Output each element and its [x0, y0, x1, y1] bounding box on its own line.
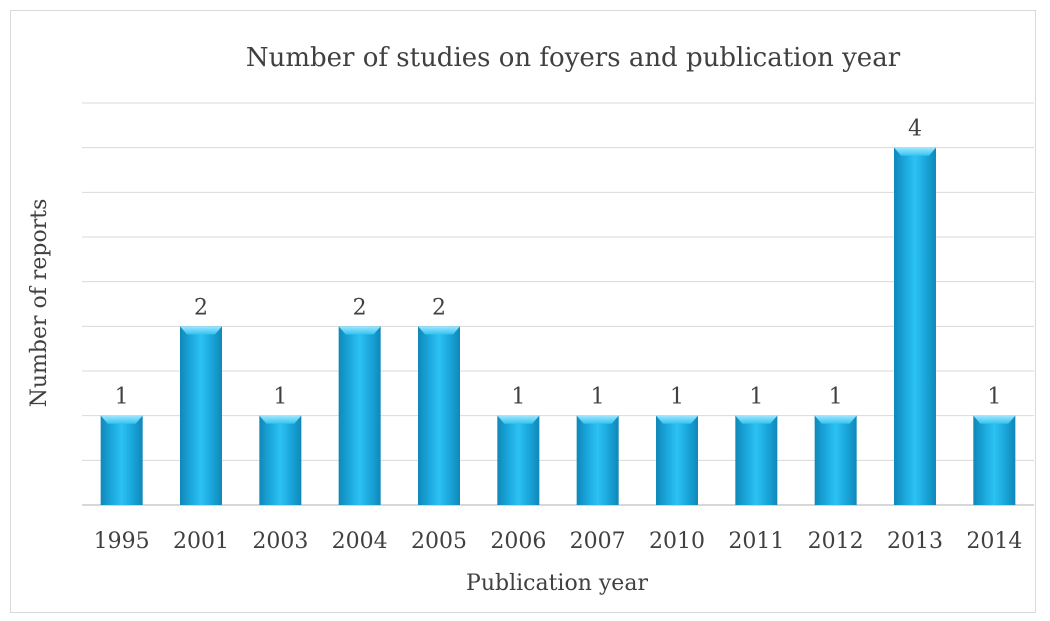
bar-cap-2003: [259, 415, 302, 424]
data-label-1995: 1: [115, 385, 129, 410]
bar-cap-2013: [894, 147, 936, 156]
y-axis-label: Number of reports: [27, 199, 52, 408]
x-tick-2003: 2003: [252, 529, 308, 554]
x-tick-2004: 2004: [332, 529, 388, 554]
bar-body-2010: [656, 415, 698, 505]
x-tick-2010: 2010: [649, 529, 705, 554]
bar-2006: [497, 415, 540, 505]
x-tick-2001: 2001: [173, 529, 229, 554]
data-label-2001: 2: [194, 295, 208, 320]
x-tick-2011: 2011: [728, 529, 784, 554]
data-label-2010: 1: [670, 385, 684, 410]
bar-body-2012: [814, 415, 857, 505]
bar-body-2004: [338, 326, 381, 505]
x-tick-labels: 1995 2001 2003 2004 2005 2006 2007 2010 2011 2012…: [94, 529, 1023, 554]
bar-cap-2006: [497, 415, 540, 424]
chart-title: Number of studies on foyers and publicat…: [246, 43, 901, 73]
bar-2004: [338, 326, 381, 505]
bar-2001: [180, 326, 222, 505]
data-label-2004: 2: [353, 295, 367, 320]
bar-body-2005: [418, 326, 460, 505]
x-tick-2006: 2006: [490, 529, 546, 554]
x-tick-2014: 2014: [966, 529, 1022, 554]
data-label-2006: 1: [511, 385, 525, 410]
bar-2014: [973, 415, 1016, 505]
bar-2005: [418, 326, 460, 505]
bar-2011: [735, 415, 778, 505]
data-label-2007: 1: [591, 385, 605, 410]
bar-cap-2004: [338, 326, 381, 335]
bar-2007: [576, 415, 619, 505]
bar-2003: [259, 415, 302, 505]
bar-body-2001: [180, 326, 222, 505]
bar-body-2013: [894, 147, 936, 505]
bar-cap-2007: [576, 415, 619, 424]
gridlines: [82, 102, 1034, 506]
data-label-2013: 4: [908, 117, 922, 142]
data-label-2014: 1: [987, 385, 1001, 410]
bar-cap-2010: [656, 415, 698, 424]
chart-frame: [10, 10, 1036, 613]
bar-cap-1995: [100, 415, 143, 424]
bar-body-2003: [259, 415, 302, 505]
x-tick-2005: 2005: [411, 529, 467, 554]
data-labels: 1 2 1 2 2 1 1 1 1 1 4 1: [115, 117, 1002, 410]
bar-1995: [100, 415, 143, 505]
bar-body-2014: [973, 415, 1016, 505]
bar-body-2011: [735, 415, 778, 505]
x-tick-2007: 2007: [570, 529, 626, 554]
bar-body-2006: [497, 415, 540, 505]
bar-cap-2001: [180, 326, 222, 335]
bar-2012: [814, 415, 857, 505]
x-tick-2013: 2013: [887, 529, 943, 554]
data-label-2005: 2: [432, 295, 446, 320]
x-tick-2012: 2012: [808, 529, 864, 554]
bar-2013: [894, 147, 936, 505]
bar-2010: [656, 415, 698, 505]
bar-cap-2012: [814, 415, 857, 424]
bar-body-1995: [100, 415, 143, 505]
bar-cap-2011: [735, 415, 778, 424]
bar-cap-2005: [418, 326, 460, 335]
bar-body-2007: [576, 415, 619, 505]
x-axis-label: Publication year: [466, 571, 648, 596]
bar-cap-2014: [973, 415, 1016, 424]
bars: [100, 147, 1016, 505]
data-label-2011: 1: [749, 385, 763, 410]
x-tick-1995: 1995: [94, 529, 150, 554]
data-label-2003: 1: [273, 385, 287, 410]
data-label-2012: 1: [829, 385, 843, 410]
